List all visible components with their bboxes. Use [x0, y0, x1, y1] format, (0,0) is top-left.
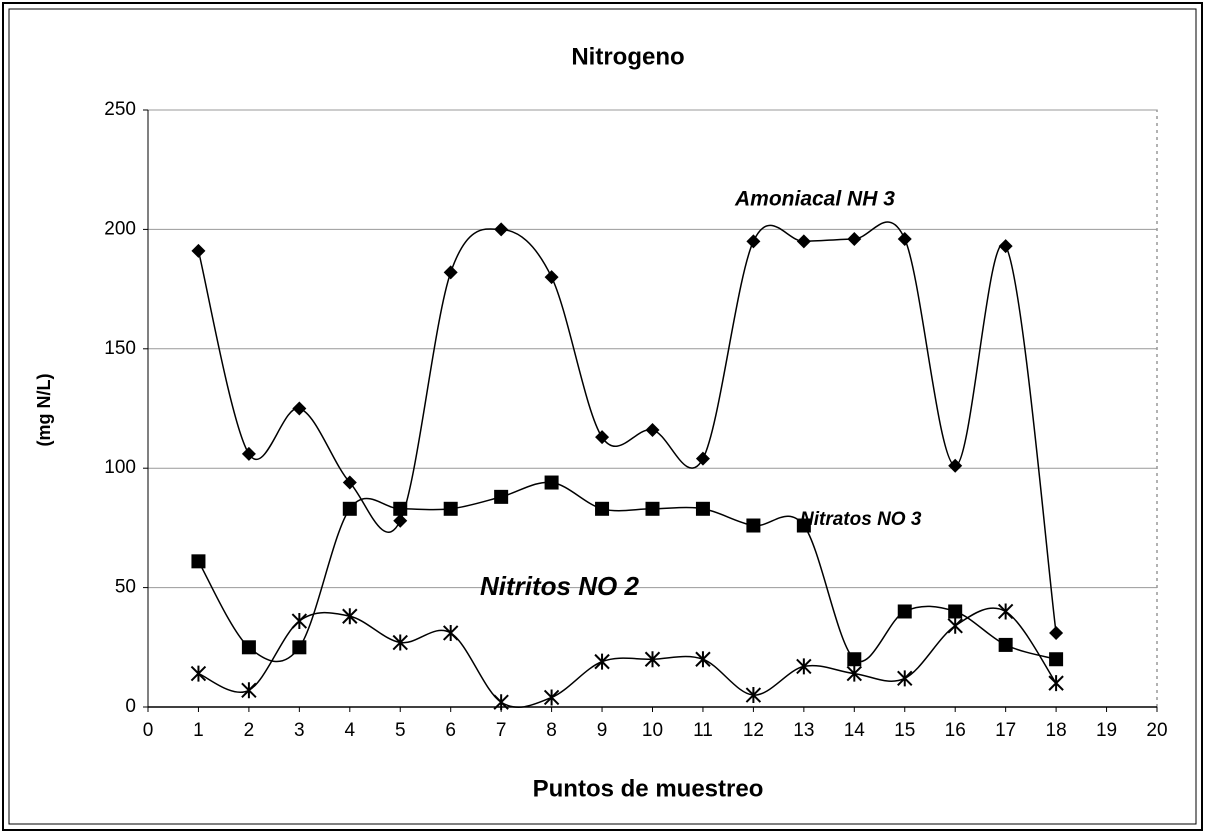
x-tick-label: 4 — [345, 720, 356, 741]
y-axis-label: (mg N/L) — [34, 374, 54, 447]
y-tick-label: 0 — [125, 696, 136, 717]
y-tick-label: 150 — [104, 338, 136, 359]
x-tick-label: 16 — [945, 720, 966, 741]
marker-square — [342, 501, 357, 516]
series-line — [198, 607, 1057, 708]
marker-asterisk — [947, 617, 963, 634]
marker-square — [847, 652, 862, 667]
x-tick-label: 12 — [743, 720, 764, 741]
marker-diamond — [746, 234, 761, 249]
marker-diamond — [1049, 625, 1064, 640]
x-tick-label: 9 — [597, 720, 608, 741]
marker-asterisk — [644, 651, 661, 668]
x-tick-label: 7 — [496, 720, 507, 741]
marker-square — [645, 501, 660, 516]
series-label: Nitratos NO 3 — [800, 509, 922, 530]
marker-diamond — [897, 231, 912, 246]
marker-asterisk — [897, 670, 913, 687]
marker-asterisk — [291, 613, 308, 630]
x-tick-label: 11 — [693, 720, 713, 741]
marker-diamond — [695, 451, 710, 466]
marker-diamond — [342, 475, 357, 490]
marker-square — [393, 501, 408, 516]
marker-asterisk — [190, 665, 207, 682]
marker-asterisk — [543, 689, 560, 706]
marker-asterisk — [342, 608, 358, 625]
marker-square — [443, 501, 458, 516]
x-axis-label: Puntos de muestreo — [533, 775, 764, 802]
marker-diamond — [191, 243, 206, 258]
x-tick-label: 2 — [244, 720, 255, 741]
x-tick-label: 3 — [294, 720, 305, 741]
marker-square — [897, 604, 912, 619]
marker-diamond — [796, 234, 811, 249]
x-tick-label: 20 — [1146, 720, 1167, 741]
marker-square — [595, 501, 610, 516]
marker-square — [796, 518, 811, 533]
marker-square — [241, 640, 256, 655]
marker-square — [695, 501, 710, 516]
inner-frame — [8, 8, 1197, 825]
marker-square — [494, 489, 509, 504]
x-tick-label: 14 — [844, 720, 866, 741]
x-tick-label: 0 — [143, 720, 154, 741]
series-label: Amoniacal NH 3 — [734, 188, 895, 211]
x-tick-label: 18 — [1046, 720, 1067, 741]
marker-asterisk — [442, 624, 459, 641]
marker-diamond — [544, 270, 559, 285]
marker-asterisk — [1048, 675, 1064, 692]
marker-diamond — [241, 446, 256, 461]
x-tick-label: 6 — [445, 720, 456, 741]
x-tick-label: 19 — [1096, 720, 1117, 741]
marker-diamond — [393, 513, 408, 528]
marker-diamond — [292, 401, 307, 416]
marker-square — [948, 604, 963, 619]
marker-diamond — [443, 265, 458, 280]
x-tick-label: 8 — [546, 720, 557, 741]
series-label: Nitritos NO 2 — [480, 571, 639, 601]
marker-square — [746, 518, 761, 533]
y-tick-label: 50 — [115, 577, 136, 598]
x-tick-label: 17 — [995, 720, 1016, 741]
marker-asterisk — [594, 653, 610, 670]
x-tick-label: 5 — [395, 720, 406, 741]
x-tick-label: 10 — [642, 720, 663, 741]
marker-asterisk — [846, 665, 863, 682]
marker-diamond — [998, 239, 1013, 254]
y-tick-label: 250 — [104, 99, 136, 120]
marker-asterisk — [695, 651, 711, 668]
x-tick-label: 15 — [894, 720, 915, 741]
marker-square — [191, 554, 206, 569]
chart-title: Nitrogeno — [571, 43, 684, 70]
marker-square — [292, 640, 307, 655]
marker-diamond — [645, 422, 660, 437]
marker-diamond — [494, 222, 509, 237]
x-tick-label: 1 — [193, 720, 204, 741]
marker-asterisk — [493, 694, 509, 711]
marker-diamond — [948, 458, 963, 473]
marker-asterisk — [241, 682, 257, 699]
marker-square — [1049, 652, 1064, 667]
marker-diamond — [847, 231, 862, 246]
marker-asterisk — [796, 658, 812, 675]
marker-asterisk — [997, 603, 1014, 620]
marker-diamond — [595, 430, 610, 445]
marker-square — [544, 475, 559, 490]
y-tick-label: 100 — [104, 457, 136, 478]
y-tick-label: 200 — [104, 218, 136, 239]
marker-square — [998, 637, 1013, 652]
marker-asterisk — [745, 687, 762, 704]
x-tick-label: 13 — [793, 720, 814, 741]
marker-asterisk — [392, 634, 408, 651]
